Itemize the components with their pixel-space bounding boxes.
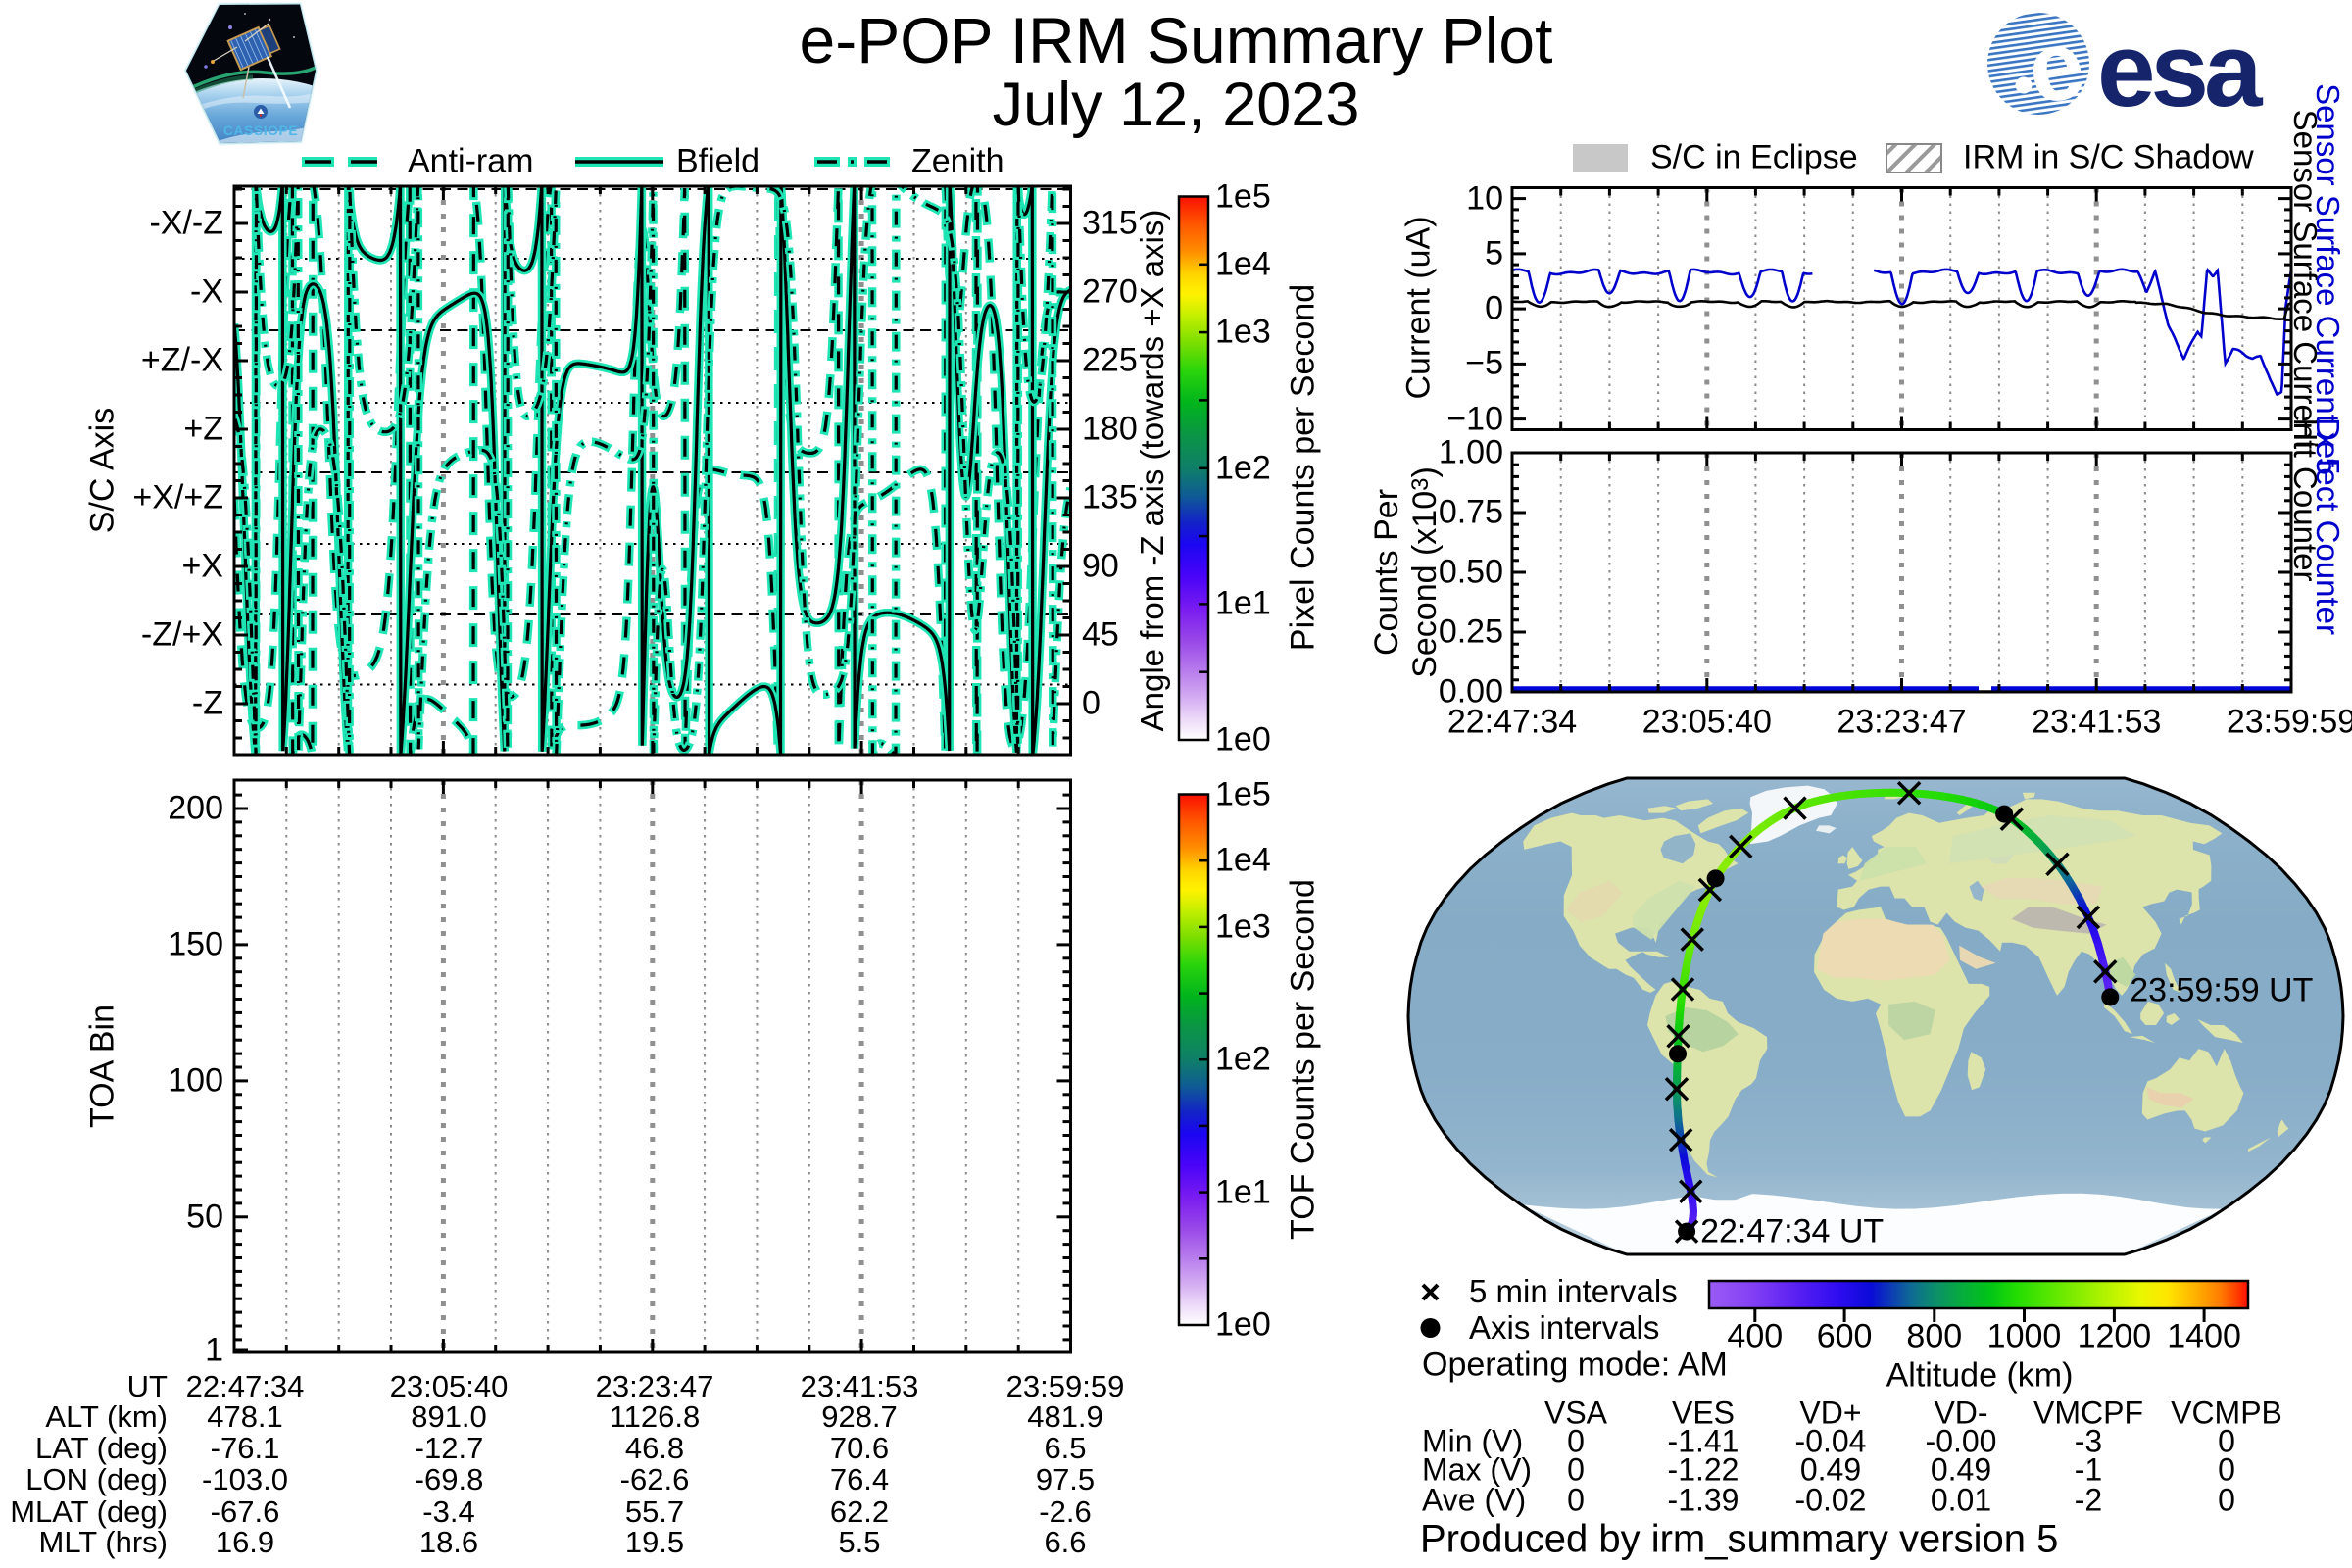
svg-text:CASSIOPE: CASSIOPE (223, 122, 298, 138)
svg-text:esa: esa (2097, 11, 2264, 128)
